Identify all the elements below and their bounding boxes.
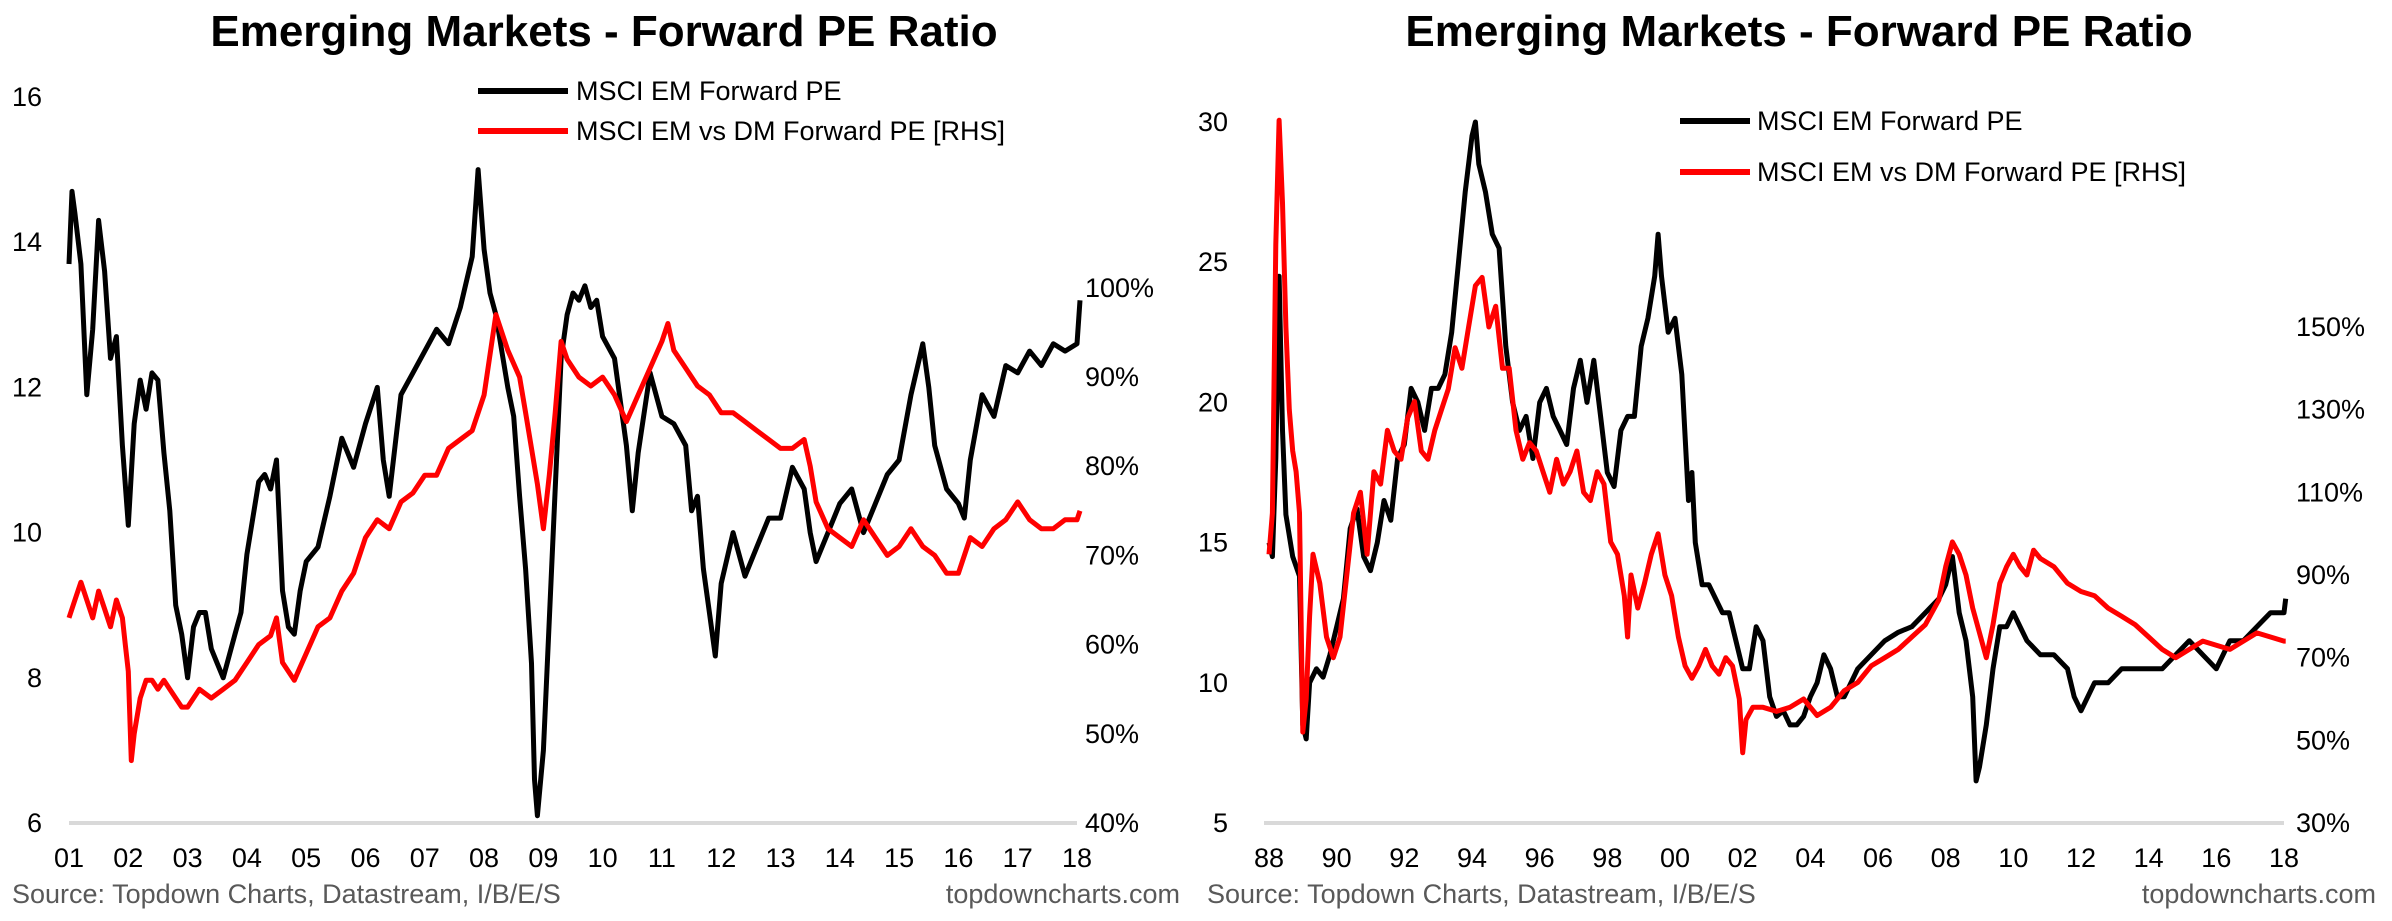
x-tick-label: 13 (766, 843, 796, 873)
series-lines (66, 167, 1083, 819)
x-tick-label: 07 (410, 843, 440, 873)
x-tick-label: 18 (1062, 843, 1092, 873)
x-tick-label: 10 (1998, 843, 2028, 873)
x-axis: 88 90 92 94 96 98 00 02 04 06 08 10 12 14 16 18 (1254, 843, 2299, 873)
x-tick-label: 90 (1322, 843, 1352, 873)
x-tick-label: 04 (232, 843, 262, 873)
x-tick-label: 14 (825, 843, 855, 873)
source-note: Source: Topdown Charts, Datastream, I/B/… (12, 879, 561, 909)
x-tick-label: 04 (1795, 843, 1825, 873)
y-axis-left: 6 8 10 12 14 16 (12, 82, 42, 838)
y-tick-label: 16 (12, 82, 42, 112)
y-axis-left: 5 10 15 20 25 30 (1198, 107, 1228, 838)
x-tick-label: 12 (706, 843, 736, 873)
chart-panel-right: Emerging Markets - Forward PE Ratio MSCI… (1198, 7, 2376, 909)
x-tick-label: 96 (1525, 843, 1555, 873)
x-tick-label: 10 (588, 843, 618, 873)
x-tick-label: 94 (1457, 843, 1487, 873)
chart-title: Emerging Markets - Forward PE Ratio (1405, 7, 2192, 56)
y-axis-right: 30% 50% 70% 90% 110% 130% 150% (2296, 312, 2365, 838)
y-tick-label: 30 (1198, 107, 1228, 137)
legend-label-em-forward-pe: MSCI EM Forward PE (576, 76, 842, 106)
chart-title: Emerging Markets - Forward PE Ratio (210, 7, 997, 56)
rhs-tick-label: 70% (2296, 643, 2350, 673)
series-line-em-forward-pe (1266, 119, 2289, 784)
source-note: Source: Topdown Charts, Datastream, I/B/… (1207, 879, 1756, 909)
y-tick-label: 5 (1213, 808, 1228, 838)
rhs-tick-label: 90% (2296, 560, 2350, 590)
rhs-tick-label: 110% (2296, 477, 2363, 507)
x-tick-label: 16 (2201, 843, 2231, 873)
rhs-tick-label: 40% (1085, 808, 1139, 838)
legend-label-em-forward-pe: MSCI EM Forward PE (1757, 106, 2023, 136)
rhs-tick-label: 70% (1085, 540, 1139, 570)
rhs-tick-label: 90% (1085, 362, 1139, 392)
x-tick-label: 09 (528, 843, 558, 873)
x-tick-label: 11 (648, 843, 676, 873)
x-tick-label: 02 (113, 843, 143, 873)
y-tick-label: 20 (1198, 387, 1228, 417)
rhs-tick-label: 50% (1085, 719, 1139, 749)
x-tick-label: 12 (2066, 843, 2096, 873)
legend-label-em-vs-dm: MSCI EM vs DM Forward PE [RHS] (1757, 157, 2186, 187)
y-tick-label: 14 (12, 227, 42, 257)
x-tick-label: 14 (2134, 843, 2164, 873)
series-lines (1266, 117, 2289, 784)
y-axis-right: 40% 50% 60% 70% 80% 90% 100% (1085, 273, 1154, 838)
x-tick-label: 08 (1931, 843, 1961, 873)
watermark: topdowncharts.com (946, 879, 1180, 909)
x-tick-label: 88 (1254, 843, 1284, 873)
x-axis: 01 02 03 04 05 06 07 08 09 10 11 12 13 14 15 16 17 18 (54, 843, 1092, 873)
x-tick-label: 03 (173, 843, 203, 873)
y-tick-label: 12 (12, 372, 42, 402)
y-tick-label: 10 (1198, 668, 1228, 698)
series-line-em-vs-dm (66, 312, 1083, 764)
rhs-tick-label: 50% (2296, 725, 2350, 755)
x-tick-label: 06 (350, 843, 380, 873)
x-tick-label: 17 (1003, 843, 1033, 873)
series-line-em-vs-dm (1266, 117, 2287, 756)
x-tick-label: 98 (1592, 843, 1622, 873)
x-tick-label: 15 (884, 843, 914, 873)
y-tick-label: 15 (1198, 528, 1228, 558)
x-tick-label: 18 (2269, 843, 2299, 873)
legend-label-em-vs-dm: MSCI EM vs DM Forward PE [RHS] (576, 116, 1005, 146)
y-tick-label: 6 (27, 808, 42, 838)
rhs-tick-label: 150% (2296, 312, 2365, 342)
x-tick-label: 00 (1660, 843, 1690, 873)
rhs-tick-label: 100% (1085, 273, 1154, 303)
x-tick-label: 02 (1728, 843, 1758, 873)
y-tick-label: 25 (1198, 247, 1228, 277)
y-tick-label: 10 (12, 518, 42, 548)
x-tick-label: 05 (291, 843, 321, 873)
x-tick-label: 92 (1389, 843, 1419, 873)
rhs-tick-label: 30% (2296, 808, 2350, 838)
rhs-tick-label: 130% (2296, 395, 2365, 425)
chart-panel-left: Emerging Markets - Forward PE Ratio MSCI… (12, 7, 1180, 909)
y-tick-label: 8 (27, 663, 42, 693)
x-tick-label: 06 (1863, 843, 1893, 873)
x-tick-label: 16 (943, 843, 973, 873)
x-tick-label: 08 (469, 843, 499, 873)
x-tick-label: 01 (54, 843, 84, 873)
watermark: topdowncharts.com (2142, 879, 2376, 909)
series-line-em-forward-pe (66, 167, 1083, 819)
rhs-tick-label: 60% (1085, 630, 1139, 660)
rhs-tick-label: 80% (1085, 451, 1139, 481)
